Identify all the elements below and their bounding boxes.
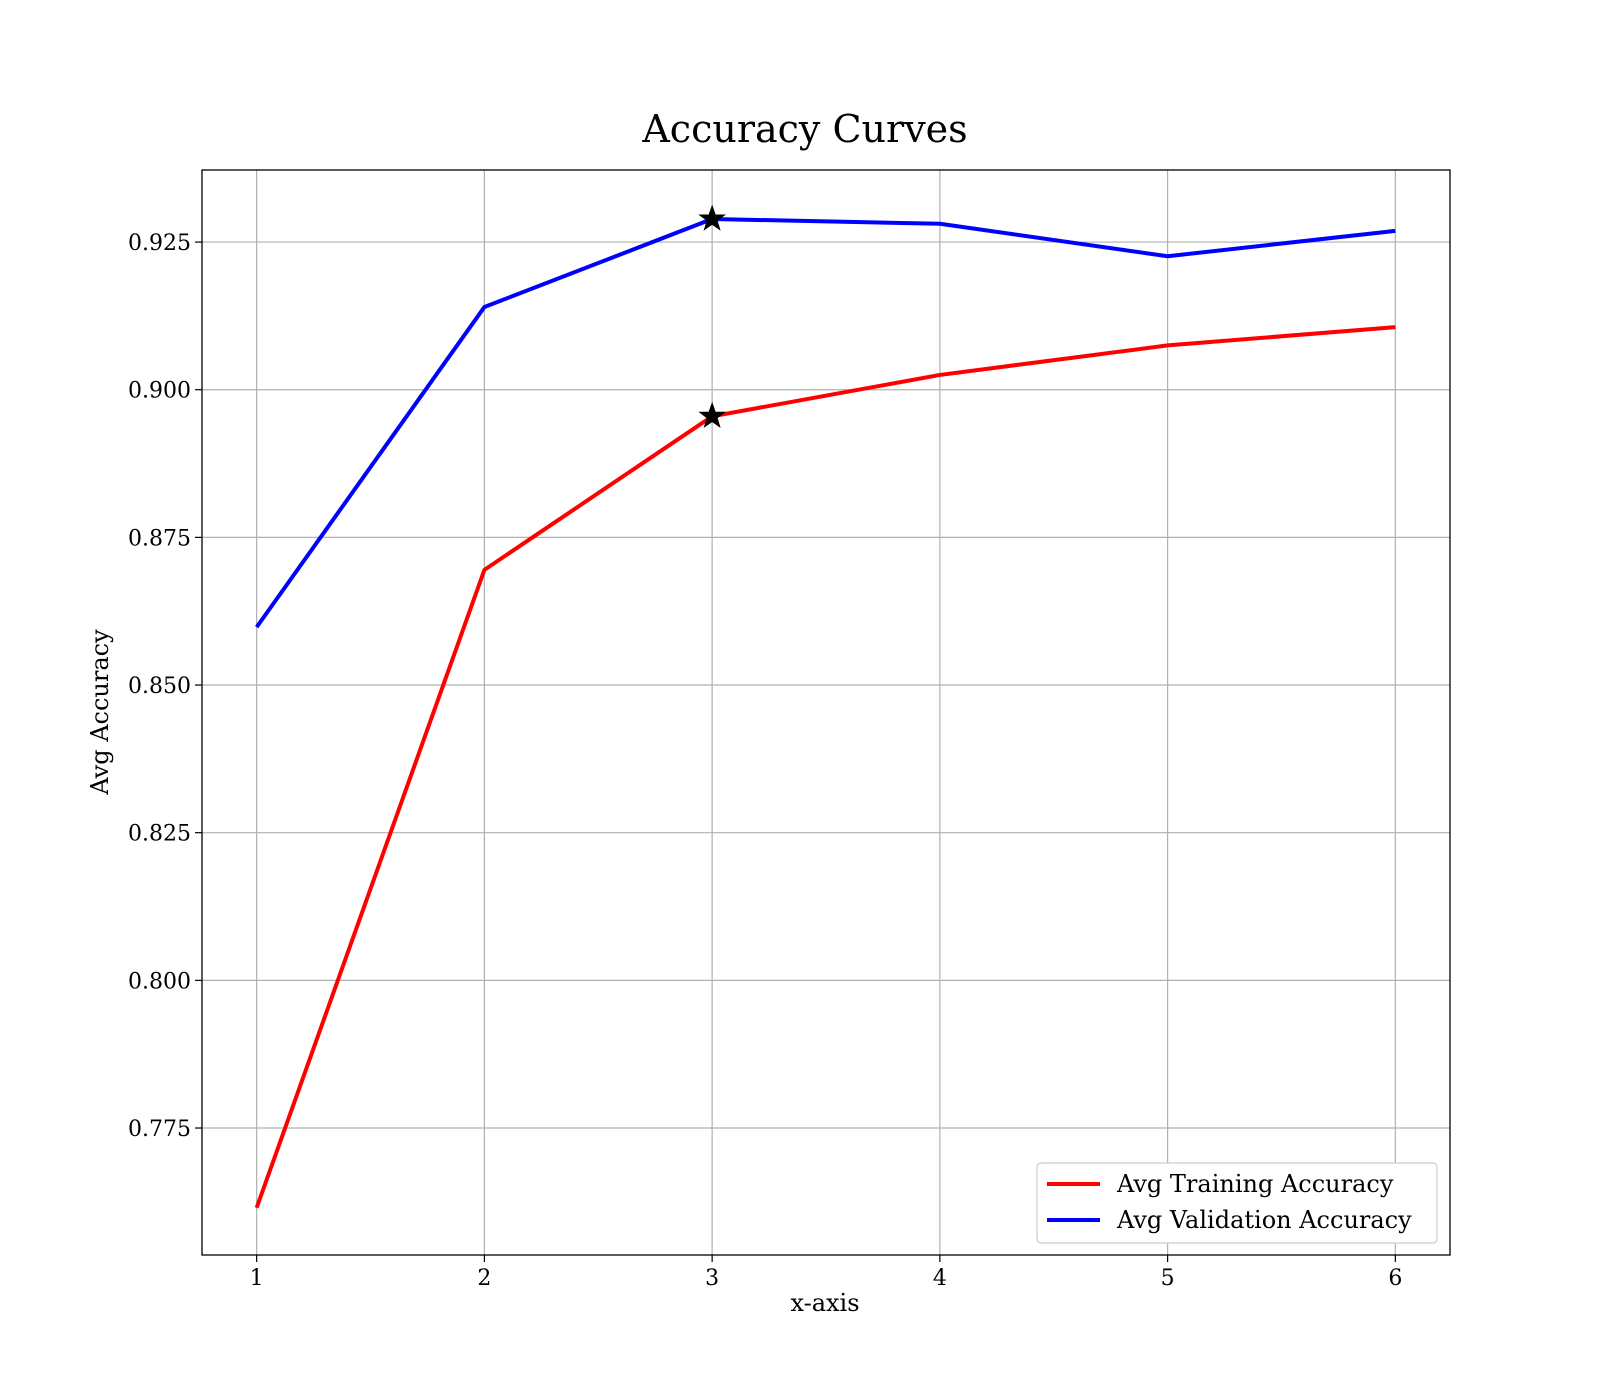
y-tick-label: 0.775	[128, 1117, 191, 1142]
y-tick-label: 0.850	[128, 674, 191, 699]
y-tick-label: 0.825	[128, 822, 191, 847]
y-axis-ticks: 0.775 0.800 0.825 0.850 0.875 0.900 0.925	[128, 231, 202, 1142]
chart-title: Accuracy Curves	[641, 107, 967, 151]
star-marker	[698, 204, 726, 231]
x-tick-label: 6	[1388, 1266, 1402, 1291]
plot-frame	[201, 169, 1451, 1256]
series-line-training	[254, 325, 1396, 1209]
series-layer	[254, 217, 1396, 1209]
marker-layer	[698, 204, 726, 429]
y-axis-label: Avg Accuracy	[86, 629, 114, 796]
y-tick-label: 0.800	[128, 969, 191, 994]
star-marker	[698, 401, 726, 429]
y-tick-label: 0.875	[128, 526, 191, 551]
x-axis-label: x-axis	[790, 1289, 859, 1317]
x-tick-label: 4	[933, 1266, 947, 1291]
y-tick-label: 0.900	[128, 379, 191, 404]
x-tick-label: 3	[705, 1266, 719, 1291]
legend-label: Avg Validation Accuracy	[1116, 1206, 1412, 1234]
legend: Avg Training Accuracy Avg Validation Accu…	[1036, 1162, 1438, 1244]
x-tick-label: 1	[250, 1266, 264, 1291]
y-tick-label: 0.925	[128, 231, 191, 256]
series-line-validation	[255, 217, 1396, 629]
grid-lines	[202, 170, 1450, 1255]
x-tick-label: 5	[1161, 1266, 1175, 1291]
legend-label: Avg Training Accuracy	[1116, 1170, 1394, 1198]
x-axis-ticks: 1 2 3 4 5 6	[250, 1255, 1402, 1291]
legend-box	[1036, 1162, 1438, 1244]
x-tick-label: 2	[477, 1266, 491, 1291]
